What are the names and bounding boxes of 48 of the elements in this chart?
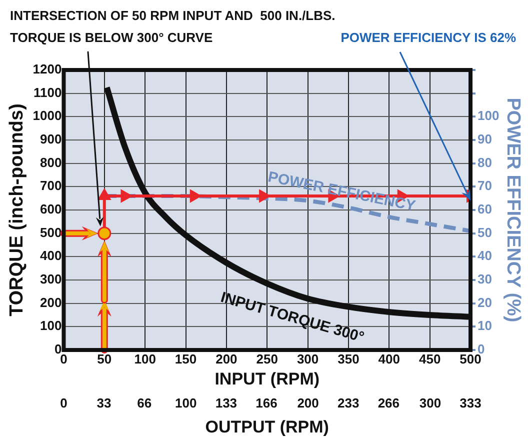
y2-tick-label: 80 — [478, 154, 492, 170]
x-tick-label: 350 — [338, 351, 360, 366]
x2-tick-label: 166 — [256, 395, 278, 410]
y-tick-label: 600 — [40, 202, 62, 217]
y-tick-label: 1100 — [34, 84, 62, 100]
annotation: POWER EFFICIENCY IS 62% — [340, 30, 516, 46]
x2-tick-label: 300 — [419, 395, 442, 410]
x2-tick-label: 33 — [96, 395, 112, 410]
y-tick-label: 500 — [40, 224, 62, 240]
x2-tick-label: 133 — [215, 395, 238, 410]
x-tick-label: 300 — [296, 351, 319, 366]
x-tick-label: 100 — [134, 351, 156, 366]
x2-axis-title: OUTPUT (RPM) — [205, 417, 329, 436]
y-tick-label: 900 — [40, 132, 62, 147]
y-tick-label: 1200 — [32, 62, 62, 77]
y-tick-label: 800 — [40, 154, 62, 170]
x2-tick-label: 333 — [460, 395, 482, 410]
y2-axis-title: POWER EFFICIENCY (%) — [502, 98, 524, 322]
y2-tick-label: 10 — [478, 318, 492, 334]
y-tick-label: 100 — [40, 318, 62, 334]
y2-tick-label: 20 — [478, 294, 492, 310]
y-tick-label: 1000 — [32, 108, 62, 124]
y-tick-label: 0 — [54, 342, 62, 357]
text: INTERSECTION OF 50 RPM INPUT AND 500 IN./LBS. TORQUE IS BELOW 300° CURVE — [10, 8, 336, 46]
x2-tick-label: 266 — [378, 395, 400, 410]
x-tick-label: 400 — [378, 351, 400, 366]
x-tick-label: 150 — [174, 351, 197, 366]
y-axis-title: TORQUE (inch-pounds) — [6, 104, 28, 316]
x-tick-label: 450 — [418, 351, 441, 366]
y-tick-label: 300 — [40, 272, 62, 287]
x2-tick-label: 66 — [137, 395, 152, 410]
y-tick-label: 700 — [40, 178, 62, 194]
x2-tick-label: 233 — [338, 395, 360, 410]
x-tick-label: 250 — [256, 351, 278, 366]
x-axis-title: INPUT (RPM) — [214, 369, 320, 388]
y2-tick-label: 100 — [478, 108, 500, 124]
x-tick-label: 50 — [97, 351, 112, 366]
y-tick-label: 200 — [40, 294, 62, 310]
x2-tick-label: 200 — [297, 395, 319, 410]
y2-tick-label: 90 — [478, 132, 492, 147]
y-tick-label: 400 — [40, 248, 62, 264]
y2-tick-label: 70 — [478, 178, 492, 194]
y2-tick-label: 40 — [478, 248, 492, 264]
y2-tick-label: 60 — [478, 202, 492, 217]
x-tick-label: 200 — [216, 351, 238, 366]
y2-tick-label: 50 — [478, 224, 492, 240]
y2-tick-label: 30 — [478, 272, 492, 287]
x2-tick-label: 100 — [175, 395, 197, 410]
